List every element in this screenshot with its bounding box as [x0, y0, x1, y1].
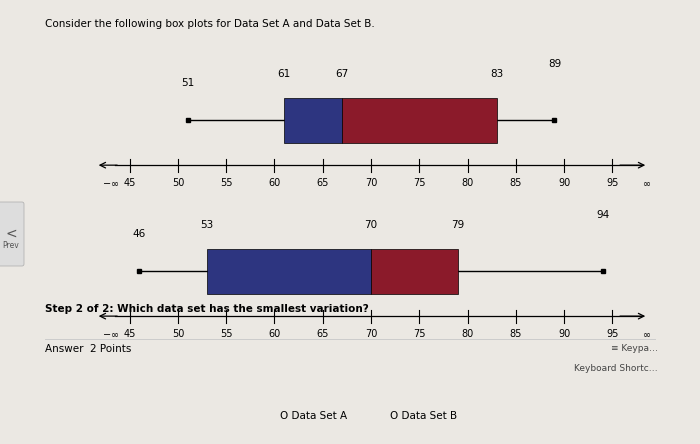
- Text: Consider the following box plots for Data Set A and Data Set B.: Consider the following box plots for Dat…: [45, 19, 375, 29]
- Text: 65: 65: [316, 329, 329, 339]
- Text: 85: 85: [510, 329, 522, 339]
- Text: 90: 90: [558, 329, 570, 339]
- Text: $\infty$: $\infty$: [642, 329, 651, 339]
- Text: 89: 89: [548, 59, 561, 69]
- Text: $\infty$: $\infty$: [642, 178, 651, 188]
- Text: Step 2 of 2: Which data set has the smallest variation?: Step 2 of 2: Which data set has the smal…: [45, 304, 369, 314]
- Text: ≡ Keypa…: ≡ Keypa…: [611, 344, 658, 353]
- Text: 94: 94: [596, 210, 609, 220]
- Text: 55: 55: [220, 178, 232, 188]
- Bar: [342, 98, 496, 143]
- Text: 79: 79: [452, 220, 465, 230]
- Text: 83: 83: [490, 69, 503, 79]
- Text: 60: 60: [268, 329, 281, 339]
- Text: 67: 67: [335, 69, 349, 79]
- Text: 85: 85: [510, 178, 522, 188]
- Text: 70: 70: [365, 178, 377, 188]
- Text: 70: 70: [365, 329, 377, 339]
- Text: O Data Set B: O Data Set B: [390, 411, 457, 421]
- Text: 51: 51: [181, 79, 194, 88]
- Text: 95: 95: [606, 329, 619, 339]
- Text: 55: 55: [220, 329, 232, 339]
- Bar: [284, 98, 342, 143]
- Text: <: <: [5, 227, 17, 241]
- Text: 80: 80: [461, 178, 474, 188]
- Text: 75: 75: [413, 178, 426, 188]
- Text: 46: 46: [133, 230, 146, 239]
- Text: $-\infty$: $-\infty$: [102, 178, 119, 188]
- Text: 61: 61: [277, 69, 290, 79]
- Text: 95: 95: [606, 178, 619, 188]
- Text: 75: 75: [413, 329, 426, 339]
- Text: Keyboard Shortc…: Keyboard Shortc…: [575, 364, 658, 373]
- Text: 90: 90: [558, 178, 570, 188]
- Text: 70: 70: [365, 220, 377, 230]
- FancyBboxPatch shape: [0, 202, 24, 266]
- Text: $-\infty$: $-\infty$: [102, 329, 119, 339]
- Text: Answer  2 Points: Answer 2 Points: [45, 344, 132, 354]
- Text: 53: 53: [200, 220, 214, 230]
- Text: 50: 50: [172, 329, 184, 339]
- Text: Prev: Prev: [3, 242, 20, 250]
- Bar: [207, 249, 371, 294]
- Text: O Data Set A: O Data Set A: [280, 411, 347, 421]
- Text: 65: 65: [316, 178, 329, 188]
- Bar: [371, 249, 458, 294]
- Text: 45: 45: [123, 178, 136, 188]
- Text: 50: 50: [172, 178, 184, 188]
- Text: 45: 45: [123, 329, 136, 339]
- Text: 60: 60: [268, 178, 281, 188]
- Text: 80: 80: [461, 329, 474, 339]
